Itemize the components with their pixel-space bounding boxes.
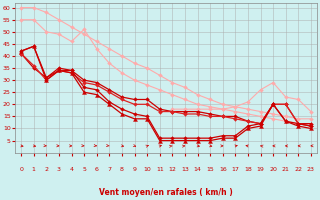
X-axis label: Vent moyen/en rafales ( km/h ): Vent moyen/en rafales ( km/h ) [99,188,233,197]
